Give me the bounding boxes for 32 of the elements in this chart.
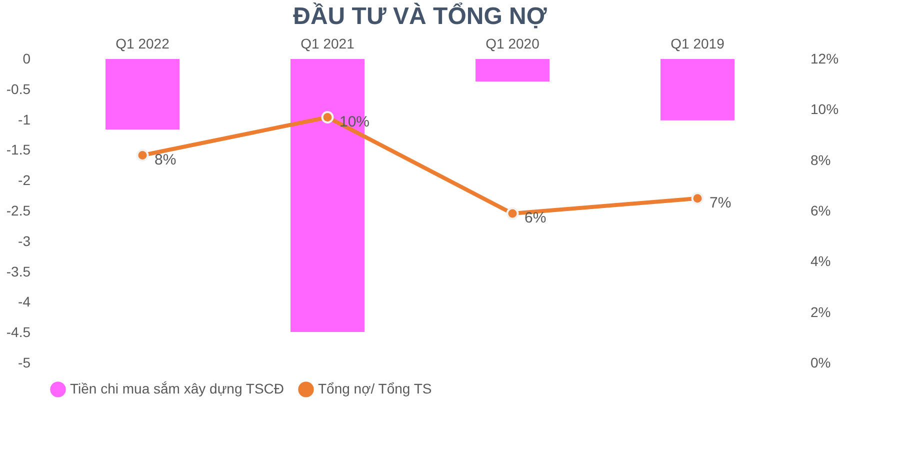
x-tick-label: Q1 2020 [486,36,540,52]
y-tick-label: -2 [18,172,31,188]
y2-tick-label: 10% [810,101,839,118]
y-tick-label: -3 [18,232,31,249]
x-tick-label: Q1 2019 [670,36,725,52]
y2-tick-label: 2% [810,304,831,320]
data-label: 7% [710,194,732,212]
y-tick-label: -5 [18,354,31,370]
point [136,149,149,162]
data-label: 8% [154,151,176,168]
y-tick-label: 0 [22,50,31,66]
y-tick-label: -4 [18,294,31,310]
y2-tick-label: 0% [810,354,831,370]
data-label: 6% [524,210,546,227]
y2-tick-label: 6% [810,202,831,218]
legend-label: Tiền chi mua sắm xây dựng TSCĐ [70,380,284,396]
point [691,192,704,205]
y2-tick-label: 12% [810,50,839,66]
y-tick-label: -1 [18,111,31,128]
y-tick-label: -1.5 [6,142,31,158]
y2-tick-label: 4% [810,253,831,270]
x-tick-label: Q1 2022 [116,36,170,52]
y2-tick-label: 8% [810,152,831,168]
x-tick-label: Q1 2021 [300,36,355,52]
y-tick-label: -2.5 [6,202,31,218]
y-tick-label: -3.5 [6,263,31,280]
y-tick-label: -4.5 [6,324,31,340]
y-tick-label: -0.5 [6,80,31,97]
point [506,207,519,220]
legend-label: Tổng nợ/ Tổng TS [318,380,432,396]
point [321,111,334,124]
chart-title: ĐẦU TƯ VÀ TỔNG NỢ [293,2,548,30]
